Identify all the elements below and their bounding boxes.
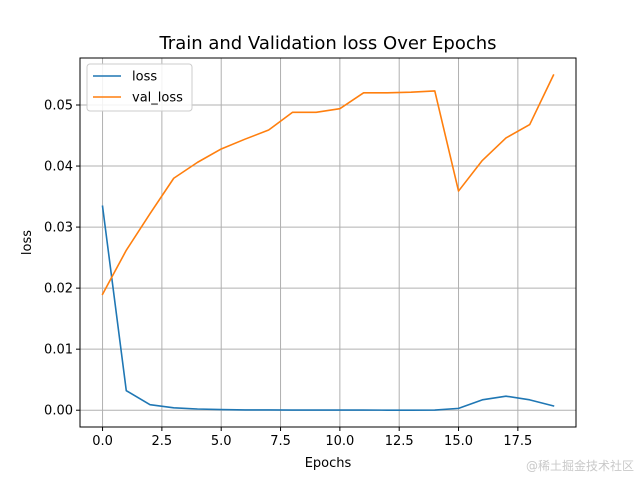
x-tick-label: 2.5 bbox=[152, 434, 173, 449]
grid-lines bbox=[80, 58, 576, 427]
series-line-val-loss bbox=[101, 74, 555, 296]
axis-ticks: 0.0 2.5 5.0 7.5 10.0 12.5 15.0 17.5 0.00 0.01 0.02… bbox=[44, 99, 532, 449]
x-tick-label: 15.0 bbox=[444, 434, 473, 449]
x-tick-label: 17.5 bbox=[503, 434, 532, 449]
x-tick-label: 12.5 bbox=[385, 434, 414, 449]
series-lines bbox=[101, 74, 555, 411]
chart-title: Train and Validation loss Over Epochs bbox=[158, 33, 496, 54]
y-tick-label: 0.01 bbox=[44, 343, 73, 358]
y-axis-label: loss bbox=[20, 230, 35, 255]
legend: loss val_loss bbox=[86, 63, 193, 112]
y-tick-label: 0.02 bbox=[44, 282, 73, 297]
x-axis-label: Epochs bbox=[305, 456, 352, 471]
y-tick-label: 0.03 bbox=[44, 221, 73, 236]
plot-frame bbox=[79, 57, 577, 428]
x-tick-label: 5.0 bbox=[211, 434, 232, 449]
x-tick-label: 7.5 bbox=[270, 434, 291, 449]
x-tick-label: 10.0 bbox=[325, 434, 354, 449]
y-tick-label: 0.00 bbox=[44, 404, 73, 419]
watermark-text: @稀土掘金技术社区 bbox=[525, 459, 634, 473]
y-tick-label: 0.04 bbox=[44, 160, 73, 175]
x-tick-label: 0.0 bbox=[92, 434, 113, 449]
legend-label-val-loss: val_loss bbox=[132, 91, 183, 106]
y-tick-label: 0.05 bbox=[44, 99, 73, 114]
legend-label-loss: loss bbox=[132, 70, 157, 85]
series-line-loss bbox=[101, 205, 555, 411]
